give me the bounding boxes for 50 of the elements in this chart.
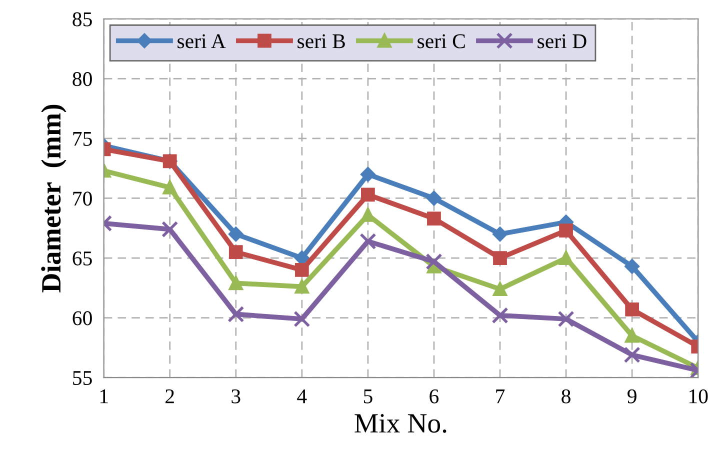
x-tick-label: 7 [496, 390, 505, 404]
x-tick-label: 4 [297, 389, 307, 404]
y-tick-label: 70 [73, 192, 92, 206]
x-axis-title: Mix No. [354, 414, 446, 433]
point [558, 310, 574, 328]
point [426, 253, 442, 270]
point [360, 232, 376, 250]
legend-label: seri D [538, 34, 586, 48]
point [624, 259, 640, 274]
point [294, 280, 309, 294]
legend-label: seri C [418, 34, 465, 48]
point [361, 208, 375, 222]
point [228, 276, 243, 290]
y-tick-label: 55 [73, 371, 92, 386]
point [559, 251, 573, 265]
x-tick-label: 1 [100, 389, 108, 404]
point [625, 302, 640, 316]
point [162, 220, 178, 238]
point [493, 251, 507, 265]
y-axis-title: Diameter (mm) [41, 104, 66, 292]
point [360, 167, 376, 182]
y-tick-label: 85 [72, 12, 92, 26]
point [493, 282, 507, 296]
point [361, 188, 375, 202]
legend-label: seri B [298, 34, 345, 48]
y-tick-label: 65 [72, 251, 92, 266]
x-tick-label: 8 [562, 389, 570, 404]
x-tick-label: 5 [364, 390, 372, 404]
x-tick-label: 10 [690, 389, 708, 404]
point [426, 190, 442, 206]
point [624, 346, 640, 364]
point [559, 224, 573, 238]
y-tick-label: 75 [73, 132, 92, 146]
point [228, 245, 243, 259]
x-tick-label: 6 [430, 389, 439, 404]
point [492, 307, 508, 324]
x-tick-label: 3 [232, 389, 240, 404]
point [228, 226, 244, 242]
point [427, 212, 441, 226]
point [162, 180, 177, 194]
y-tick-label: 60 [72, 311, 92, 326]
x-tick-label: 9 [628, 389, 636, 404]
point [492, 226, 508, 242]
legend-label: seri A [178, 34, 226, 48]
point [294, 263, 309, 277]
point [294, 310, 310, 328]
point [625, 328, 640, 343]
point [228, 306, 244, 323]
x-tick-label: 2 [166, 389, 174, 404]
y-tick-label: 80 [72, 72, 92, 86]
